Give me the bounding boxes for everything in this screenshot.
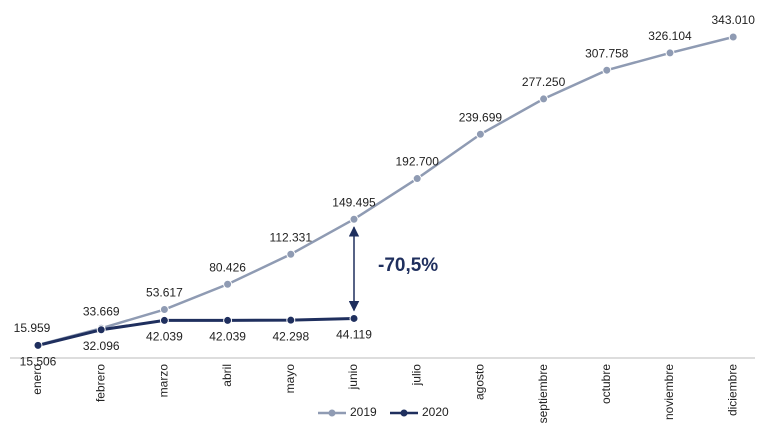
x-tick-label: agosto xyxy=(473,364,487,400)
data-label: 343.010 xyxy=(712,13,756,27)
data-label: 15.959 xyxy=(14,321,51,335)
x-tick-label: diciembre xyxy=(725,364,739,416)
x-tick-label: febrero xyxy=(93,364,107,402)
point xyxy=(349,313,359,323)
point xyxy=(286,249,296,259)
data-label: 307.758 xyxy=(585,46,629,60)
legend-marker xyxy=(328,409,336,417)
point xyxy=(665,48,675,58)
data-label: 42.039 xyxy=(209,330,246,344)
data-label: 112.331 xyxy=(270,230,313,244)
x-tick-label: julio xyxy=(409,364,423,387)
x-tick-label: marzo xyxy=(157,364,171,398)
x-tick-label: noviembre xyxy=(662,364,676,420)
data-label: 44.119 xyxy=(336,328,372,342)
point xyxy=(223,315,233,325)
point xyxy=(602,65,612,75)
point xyxy=(96,325,106,335)
point xyxy=(223,279,233,289)
series-line xyxy=(37,316,355,347)
point xyxy=(728,32,738,42)
data-label: 239.699 xyxy=(459,110,503,124)
x-tick-label: septiembre xyxy=(536,364,550,424)
x-tick-label: enero xyxy=(30,364,44,395)
point xyxy=(159,315,169,325)
data-label: 42.039 xyxy=(146,330,183,344)
data-label: 53.617 xyxy=(146,286,183,300)
data-label: 42.298 xyxy=(272,329,309,343)
data-label: 15.506 xyxy=(20,355,57,369)
x-tick-label: abril xyxy=(220,364,234,387)
x-tick-label: octubre xyxy=(599,364,613,404)
x-tick-label: junio xyxy=(346,364,360,391)
legend-label: 2019 xyxy=(350,405,377,419)
series-line xyxy=(37,35,734,347)
data-label: 80.426 xyxy=(209,260,246,274)
data-label: 277.250 xyxy=(522,75,566,89)
data-label: 326.104 xyxy=(648,29,692,43)
data-label: 192.700 xyxy=(396,155,440,169)
point xyxy=(412,174,422,184)
legend-marker xyxy=(400,409,408,417)
data-label: 32.096 xyxy=(83,339,120,353)
point xyxy=(349,214,359,224)
annotation: -70,5% xyxy=(378,255,438,276)
point xyxy=(159,305,169,315)
data-label: 33.669 xyxy=(83,304,120,318)
point xyxy=(539,94,549,104)
x-tick-label: mayo xyxy=(283,364,297,394)
point xyxy=(475,129,485,139)
point xyxy=(33,340,43,350)
legend-label: 2020 xyxy=(422,405,449,419)
data-label: 149.495 xyxy=(332,195,376,209)
point xyxy=(286,315,296,325)
